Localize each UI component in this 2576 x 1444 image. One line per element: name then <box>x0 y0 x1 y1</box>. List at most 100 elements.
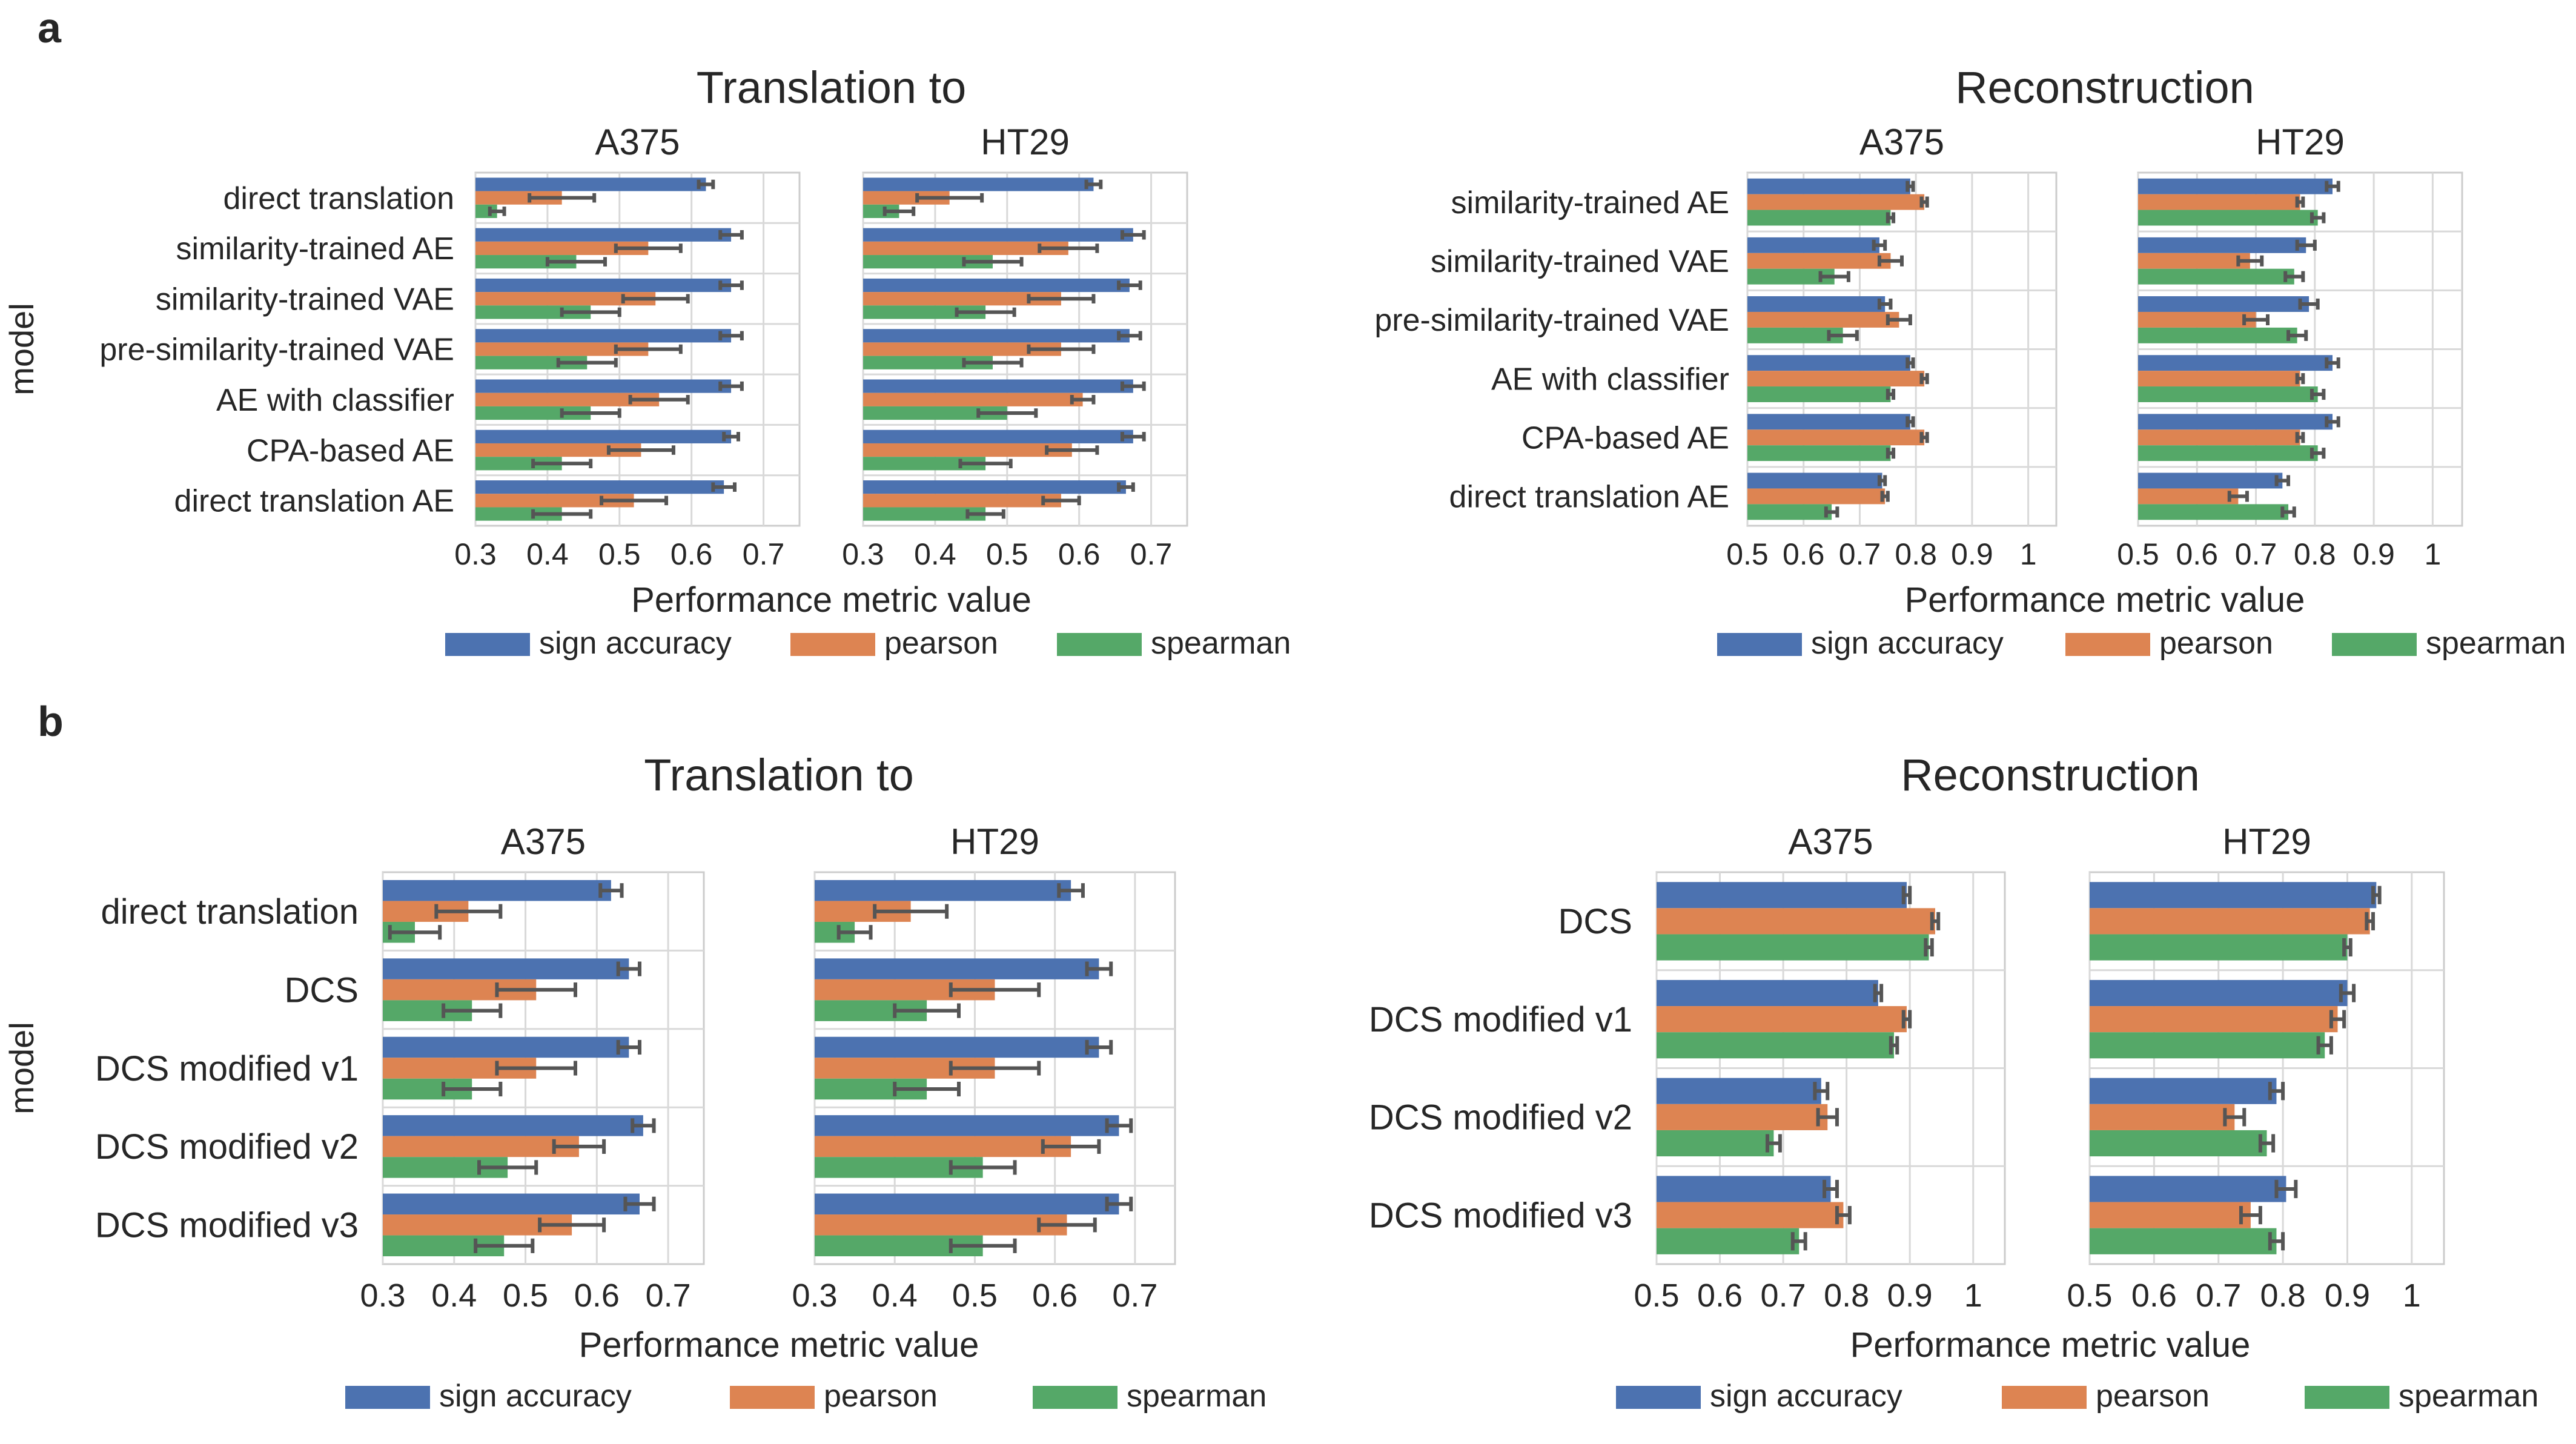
bar-sign-accuracy-similarity-trained-ae <box>1747 178 1910 194</box>
errorbar <box>2316 1036 2333 1055</box>
errorbar <box>2227 491 2249 502</box>
errorbar <box>836 925 873 940</box>
errorbar <box>538 1217 606 1233</box>
errorbar <box>1117 482 1135 492</box>
legend-label-sign-accuracy: sign accuracy <box>439 1379 632 1414</box>
legend-swatch-sign-accuracy <box>1616 1386 1701 1409</box>
category-label-pre-similarity-trained-vae: pre-similarity-trained VAE <box>99 333 454 368</box>
x-tick-label: 0.6 <box>2176 537 2219 571</box>
bar-pearson-dcs-modified-v3 <box>815 1214 1067 1236</box>
bar-spearman-similarity-trained-ae <box>863 255 993 269</box>
bar-sign-accuracy-similarity-trained-vae <box>863 278 1130 293</box>
errorbar <box>1880 491 1890 502</box>
bar-sign-accuracy-dcs-modified-v3 <box>383 1193 640 1215</box>
bar-pearson-similarity-trained-vae <box>475 292 656 306</box>
errorbar <box>718 331 744 341</box>
bar-sign-accuracy-cpa-based-ae <box>2138 414 2333 430</box>
bar-spearman-similarity-trained-ae <box>2138 210 2318 226</box>
errorbar <box>955 307 1016 317</box>
errorbar <box>1121 432 1146 442</box>
bar-sign-accuracy-dcs-modified-v2 <box>2090 1078 2277 1104</box>
x-tick-label: 0.3 <box>792 1277 837 1314</box>
bar-pearson-dcs-modified-v3 <box>2090 1202 2251 1228</box>
errorbar <box>1889 1036 1899 1055</box>
errorbar <box>958 459 1013 469</box>
facet-title: A375 <box>1788 821 1873 862</box>
errorbar <box>1813 1082 1830 1101</box>
x-tick-label: 0.5 <box>986 537 1028 571</box>
errorbar <box>1027 294 1096 303</box>
errorbar <box>2286 330 2308 341</box>
x-tick-label: 0.7 <box>646 1277 691 1314</box>
errorbar <box>2342 938 2353 957</box>
category-label-dcs: DCS <box>285 970 359 1010</box>
bar-sign-accuracy-cpa-based-ae <box>1747 414 1910 430</box>
x-tick-label: 0.6 <box>2131 1277 2177 1314</box>
bar-pearson-direct-translation-ae <box>475 494 634 508</box>
errorbar <box>621 294 690 303</box>
errorbar <box>1045 445 1099 455</box>
errorbar <box>631 1118 656 1133</box>
bar-sign-accuracy-ae-with-classifier <box>1747 355 1910 371</box>
errorbar <box>2365 912 2375 930</box>
bar-pearson-direct-translation-ae <box>863 494 1061 508</box>
x-tick-label: 0.7 <box>743 537 785 571</box>
errorbar <box>949 1061 1041 1076</box>
errorbar <box>388 925 442 940</box>
errorbar <box>718 381 744 391</box>
errorbar <box>1886 314 1912 325</box>
bar-pearson-similarity-trained-ae <box>863 241 1068 256</box>
errorbar <box>2325 357 2340 369</box>
errorbar <box>2268 1082 2285 1101</box>
bar-pearson-direct-translation <box>475 191 562 205</box>
errorbar <box>545 257 607 267</box>
bar-pearson-dcs-modified-v2 <box>2090 1104 2235 1130</box>
bar-sign-accuracy-similarity-trained-vae <box>1747 237 1879 253</box>
bar-sign-accuracy-pre-similarity-trained-vae <box>863 329 1130 343</box>
bar-sign-accuracy-direct-translation-ae <box>475 480 724 494</box>
x-tick-label: 1 <box>2403 1277 2421 1314</box>
x-axis-label: Performance metric value <box>579 1325 979 1365</box>
bar-sign-accuracy-similarity-trained-vae <box>475 278 732 293</box>
bar-sign-accuracy-dcs-modified-v1 <box>2090 979 2348 1007</box>
bar-sign-accuracy-dcs-modified-v1 <box>1657 979 1878 1007</box>
x-tick-label: 0.5 <box>1634 1277 1679 1314</box>
category-label-dcs-modified-v2: DCS modified v2 <box>1369 1098 1632 1138</box>
legend-swatch-sign-accuracy <box>345 1386 430 1409</box>
legend-swatch-pearson <box>2002 1386 2087 1409</box>
facet-title: A375 <box>595 122 680 162</box>
bar-sign-accuracy-dcs <box>383 958 629 979</box>
legend-label-sign-accuracy: sign accuracy <box>1811 626 2004 661</box>
errorbar <box>531 459 593 469</box>
bar-pearson-similarity-trained-ae <box>1747 194 1925 210</box>
errorbar <box>2236 255 2264 267</box>
bar-sign-accuracy-ae-with-classifier <box>863 379 1133 393</box>
bar-spearman-cpa-based-ae <box>475 457 562 471</box>
errorbar <box>1872 239 1887 251</box>
errorbar <box>1906 357 1915 369</box>
x-tick-label: 0.9 <box>1887 1277 1933 1314</box>
bar-pearson-dcs-modified-v2 <box>815 1136 1071 1158</box>
bar-sign-accuracy-direct-translation <box>815 879 1071 901</box>
bar-spearman-dcs-modified-v3 <box>2090 1228 2277 1254</box>
facet-title: A375 <box>501 821 586 862</box>
x-tick-label: 0.4 <box>872 1277 918 1314</box>
bar-pearson-cpa-based-ae <box>2138 429 2300 446</box>
category-label-direct-translation-ae: direct translation AE <box>174 484 454 519</box>
legend-label-spearman: spearman <box>1151 626 1291 661</box>
x-tick-label: 0.7 <box>2235 537 2277 571</box>
bar-spearman-dcs-modified-v1 <box>2090 1032 2325 1059</box>
errorbar <box>949 982 1041 998</box>
bar-sign-accuracy-dcs-modified-v2 <box>815 1115 1119 1136</box>
bar-spearman-dcs-modified-v3 <box>1657 1228 1800 1254</box>
bar-spearman-dcs <box>2090 934 2348 961</box>
bar-pearson-similarity-trained-vae <box>2138 253 2250 269</box>
legend-swatch-sign-accuracy <box>445 633 530 656</box>
errorbar <box>1816 1108 1839 1127</box>
x-tick-label: 0.9 <box>1951 537 1993 571</box>
bar-pearson-similarity-trained-vae <box>1747 253 1891 269</box>
bar-pearson-dcs-modified-v2 <box>1657 1104 1828 1130</box>
x-tick-label: 0.8 <box>1824 1277 1869 1314</box>
bar-spearman-dcs-modified-v2 <box>2090 1130 2267 1157</box>
